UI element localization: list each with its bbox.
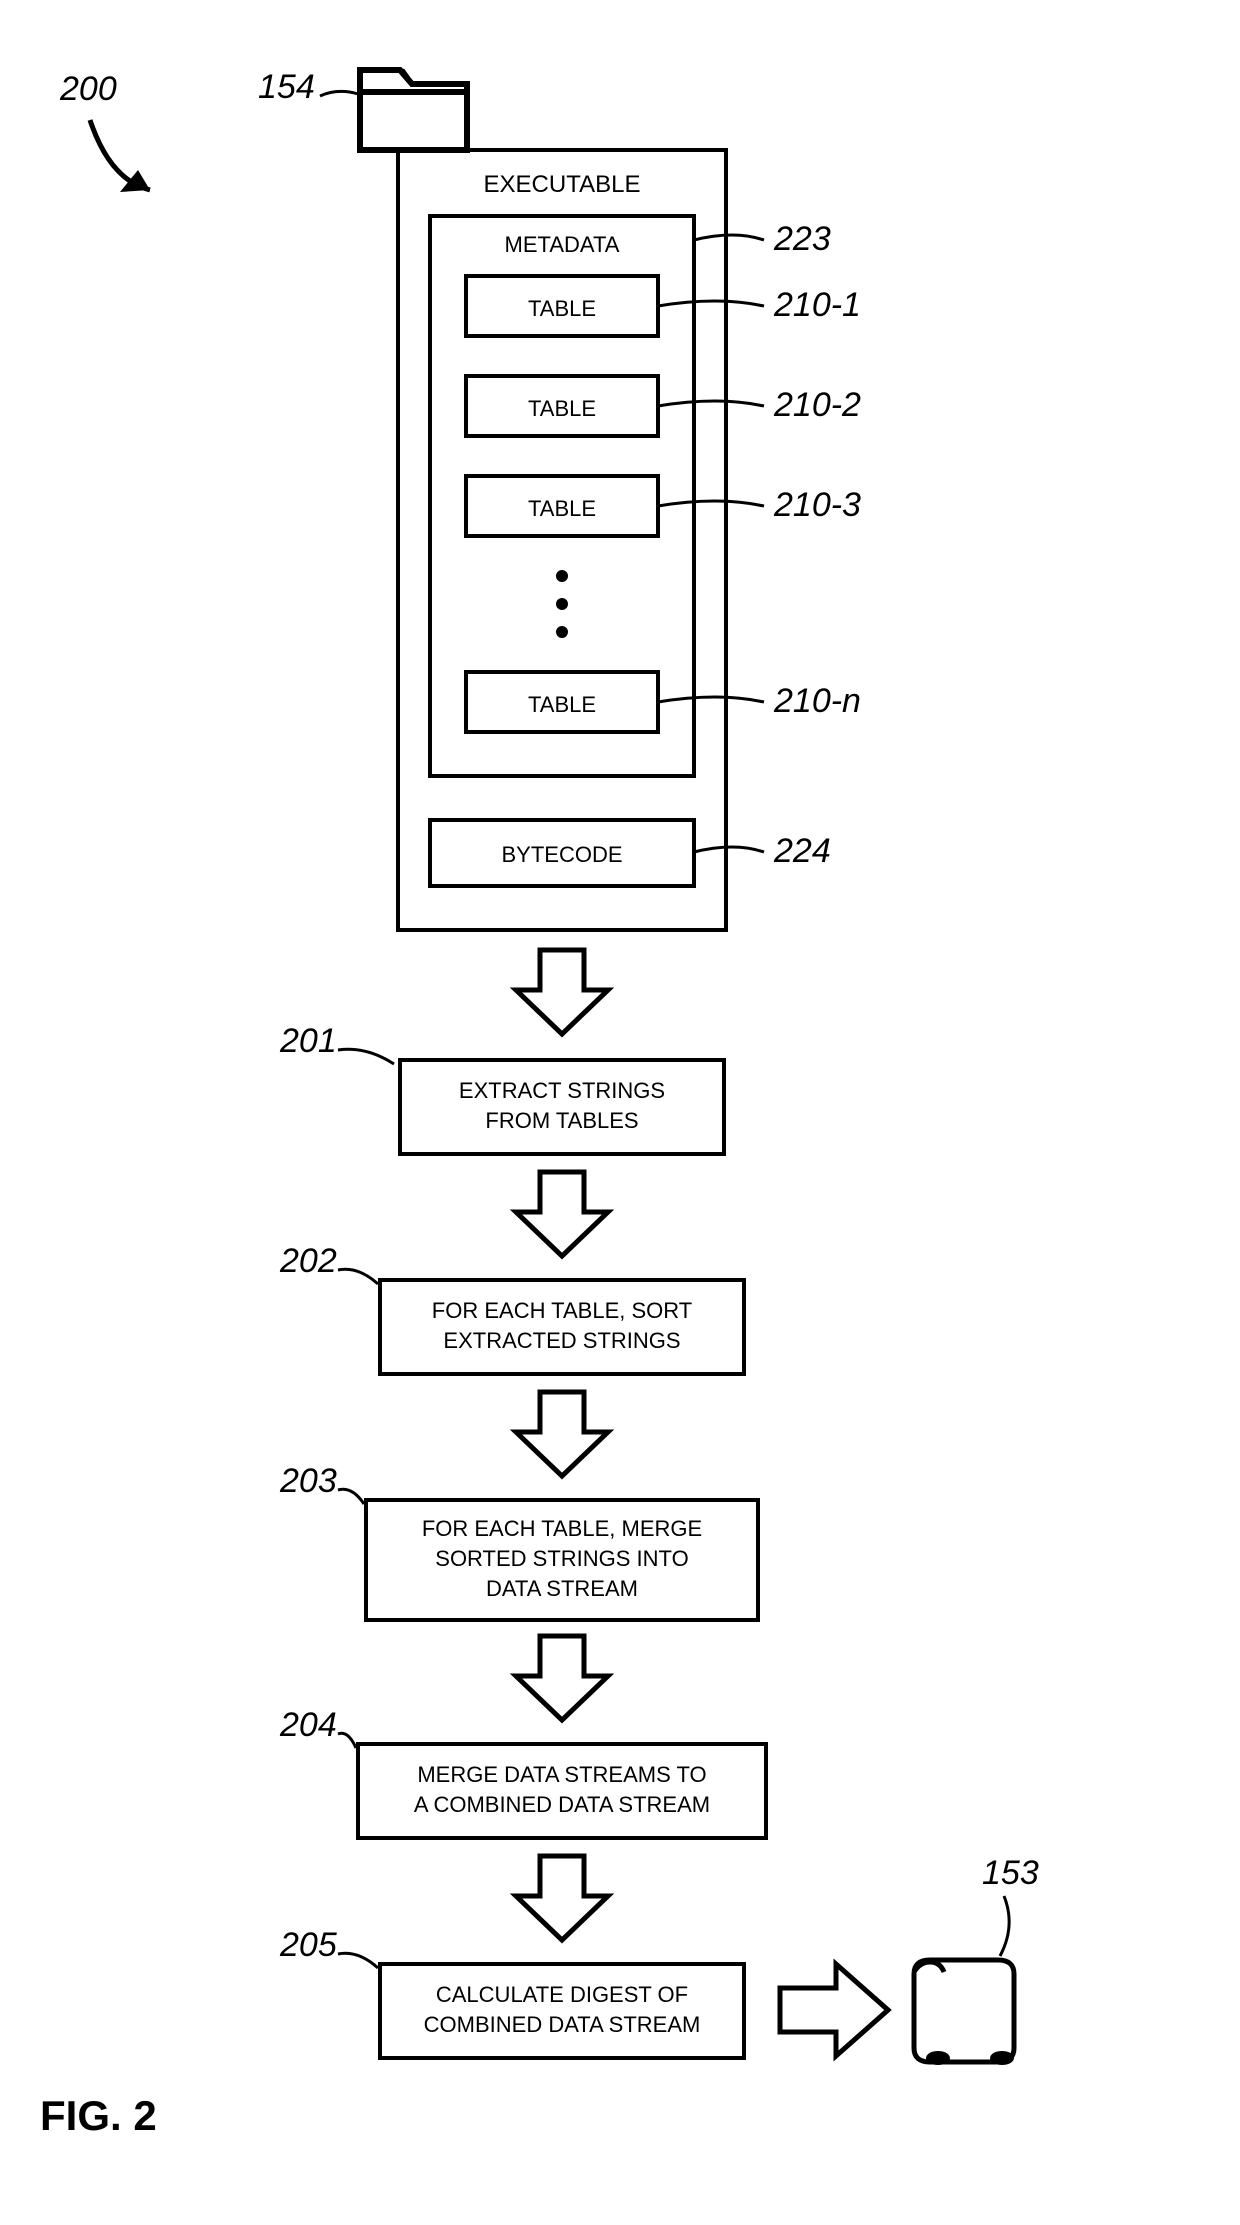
step-leader-205	[338, 1953, 378, 1968]
table-leader-n	[658, 697, 764, 702]
table-leader-3	[658, 501, 764, 506]
step-box-201	[400, 1060, 724, 1154]
figure-ref-arrowhead	[120, 170, 150, 192]
metadata-ref: 223	[773, 220, 831, 258]
arrow-down-icon	[516, 1172, 608, 1256]
table-label-n: TABLE	[528, 692, 596, 717]
figure-ref-200: 200	[59, 70, 117, 108]
step-box-202	[380, 1280, 744, 1374]
step-box-204	[358, 1744, 766, 1838]
bytecode-ref: 224	[773, 832, 831, 870]
metadata-leader	[694, 235, 764, 240]
output-leader	[1000, 1896, 1009, 1956]
step-text-201a: EXTRACT STRINGS	[459, 1078, 665, 1103]
ellipsis-dot	[556, 570, 568, 582]
step-ref-203: 203	[279, 1462, 337, 1500]
arrow-down-icon	[516, 1392, 608, 1476]
step-ref-204: 204	[279, 1706, 337, 1744]
flowchart-diagram: 200 154 EXECUTABLE METADATA 223 TABLE 21…	[0, 0, 1240, 2225]
output-ref: 153	[982, 1854, 1039, 1892]
step-text-203b: SORTED STRINGS INTO	[435, 1546, 688, 1571]
step-box-205	[380, 1964, 744, 2058]
step-text-201b: FROM TABLES	[485, 1108, 638, 1133]
table-leader-1	[658, 301, 764, 306]
table-ref-3: 210-3	[773, 486, 861, 524]
folder-leader	[320, 91, 358, 96]
step-text-204b: A COMBINED DATA STREAM	[414, 1792, 710, 1817]
step-text-204a: MERGE DATA STREAMS TO	[417, 1762, 706, 1787]
bytecode-label: BYTECODE	[501, 842, 622, 867]
table-group: TABLE 210-1 TABLE 210-2 TABLE 210-3 TABL…	[466, 276, 861, 732]
step-ref-202: 202	[279, 1242, 337, 1280]
document-icon	[914, 1960, 1014, 2065]
bytecode-leader	[694, 847, 764, 852]
step-text-205b: COMBINED DATA STREAM	[424, 2012, 701, 2037]
table-ref-n: 210-n	[773, 682, 861, 720]
table-label-3: TABLE	[528, 496, 596, 521]
step-text-202a: FOR EACH TABLE, SORT	[432, 1298, 692, 1323]
arrow-right-icon	[780, 1964, 888, 2056]
metadata-label: METADATA	[505, 232, 620, 257]
figure-title: FIG. 2	[40, 2092, 157, 2139]
step-leader-203	[338, 1489, 364, 1504]
step-leader-204	[338, 1733, 356, 1748]
executable-box	[398, 150, 726, 930]
step-text-203a: FOR EACH TABLE, MERGE	[422, 1516, 702, 1541]
step-ref-201: 201	[279, 1022, 337, 1060]
table-ref-2: 210-2	[773, 386, 861, 424]
step-ref-205: 205	[279, 1926, 337, 1964]
step-leader-201	[338, 1049, 394, 1064]
table-label-1: TABLE	[528, 296, 596, 321]
step-leader-202	[338, 1269, 378, 1284]
folder-icon	[360, 70, 467, 150]
table-leader-2	[658, 401, 764, 406]
arrow-down-icon	[516, 1636, 608, 1720]
arrow-down-icon	[516, 950, 608, 1034]
step-text-205a: CALCULATE DIGEST OF	[436, 1982, 688, 2007]
folder-ref: 154	[258, 68, 315, 106]
ellipsis-dot	[556, 598, 568, 610]
step-text-202b: EXTRACTED STRINGS	[443, 1328, 680, 1353]
arrow-down-icon	[516, 1856, 608, 1940]
executable-label: EXECUTABLE	[484, 171, 641, 198]
step-text-203c: DATA STREAM	[486, 1576, 638, 1601]
ellipsis-dot	[556, 626, 568, 638]
table-label-2: TABLE	[528, 396, 596, 421]
table-ref-1: 210-1	[773, 286, 861, 324]
